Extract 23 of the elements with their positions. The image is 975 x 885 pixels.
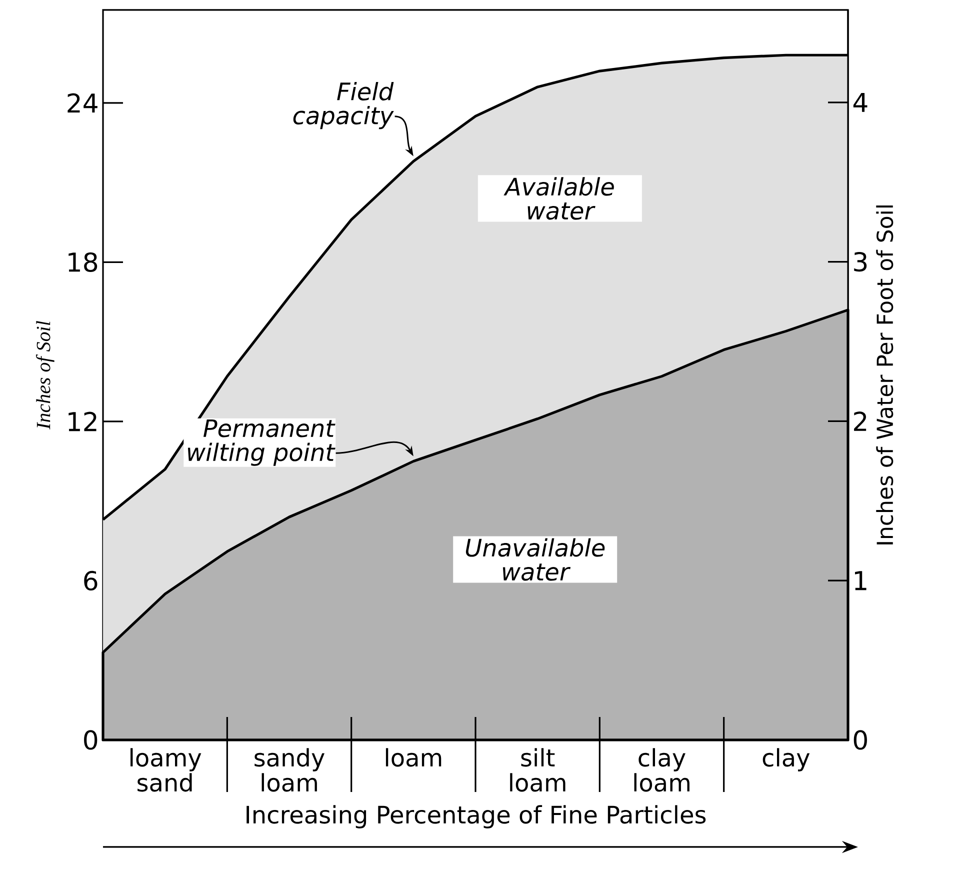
- y-tick-label: 12: [68, 412, 96, 432]
- x-tick-label: silt loam: [510, 748, 566, 792]
- x-tick-label: clay loam: [634, 748, 690, 792]
- y2-tick-label: 4: [853, 92, 868, 112]
- x-axis-title: Increasing Percentage of Fine Particles: [246, 805, 706, 828]
- x-tick-label: loamy sand: [130, 748, 202, 792]
- legend-label: Permanent wilting point: [188, 419, 336, 466]
- y-tick-label: 0: [84, 730, 98, 750]
- y-tick-label: 24: [68, 93, 98, 113]
- y-tick-label: 6: [84, 570, 98, 591]
- y2-tick-label: 2: [854, 412, 866, 431]
- y2-axis-title: Inches of Water Per Foot of Soil: [876, 206, 894, 544]
- y2-tick-label: 0: [854, 730, 867, 750]
- y2-tick-label: 3: [854, 252, 867, 272]
- x-tick-label: sandy loam: [254, 748, 324, 792]
- y-tick-label: 18: [68, 252, 98, 272]
- y-axis-title: Inches of Soil: [36, 321, 54, 430]
- annotation: Unavailable water: [466, 538, 605, 581]
- x-tick-label: loam: [386, 748, 442, 767]
- series-label: Field capacity: [293, 82, 394, 130]
- annotation: Available water: [504, 177, 614, 220]
- y2-tick-label: 1: [855, 571, 866, 590]
- x-tick-label: clay: [762, 748, 810, 772]
